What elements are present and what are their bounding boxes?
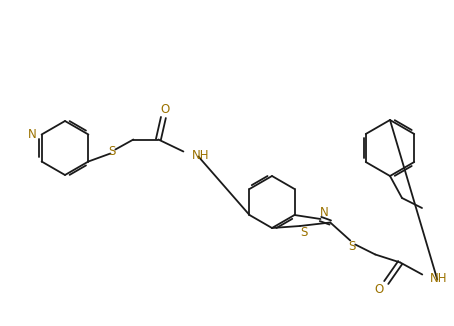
Text: N: N [320, 205, 329, 218]
Text: O: O [375, 283, 384, 296]
Text: O: O [161, 103, 170, 116]
Text: NH: NH [430, 272, 448, 285]
Text: S: S [109, 145, 116, 158]
Text: NH: NH [192, 149, 209, 162]
Text: S: S [349, 240, 356, 253]
Text: N: N [28, 128, 37, 141]
Text: S: S [300, 226, 308, 239]
